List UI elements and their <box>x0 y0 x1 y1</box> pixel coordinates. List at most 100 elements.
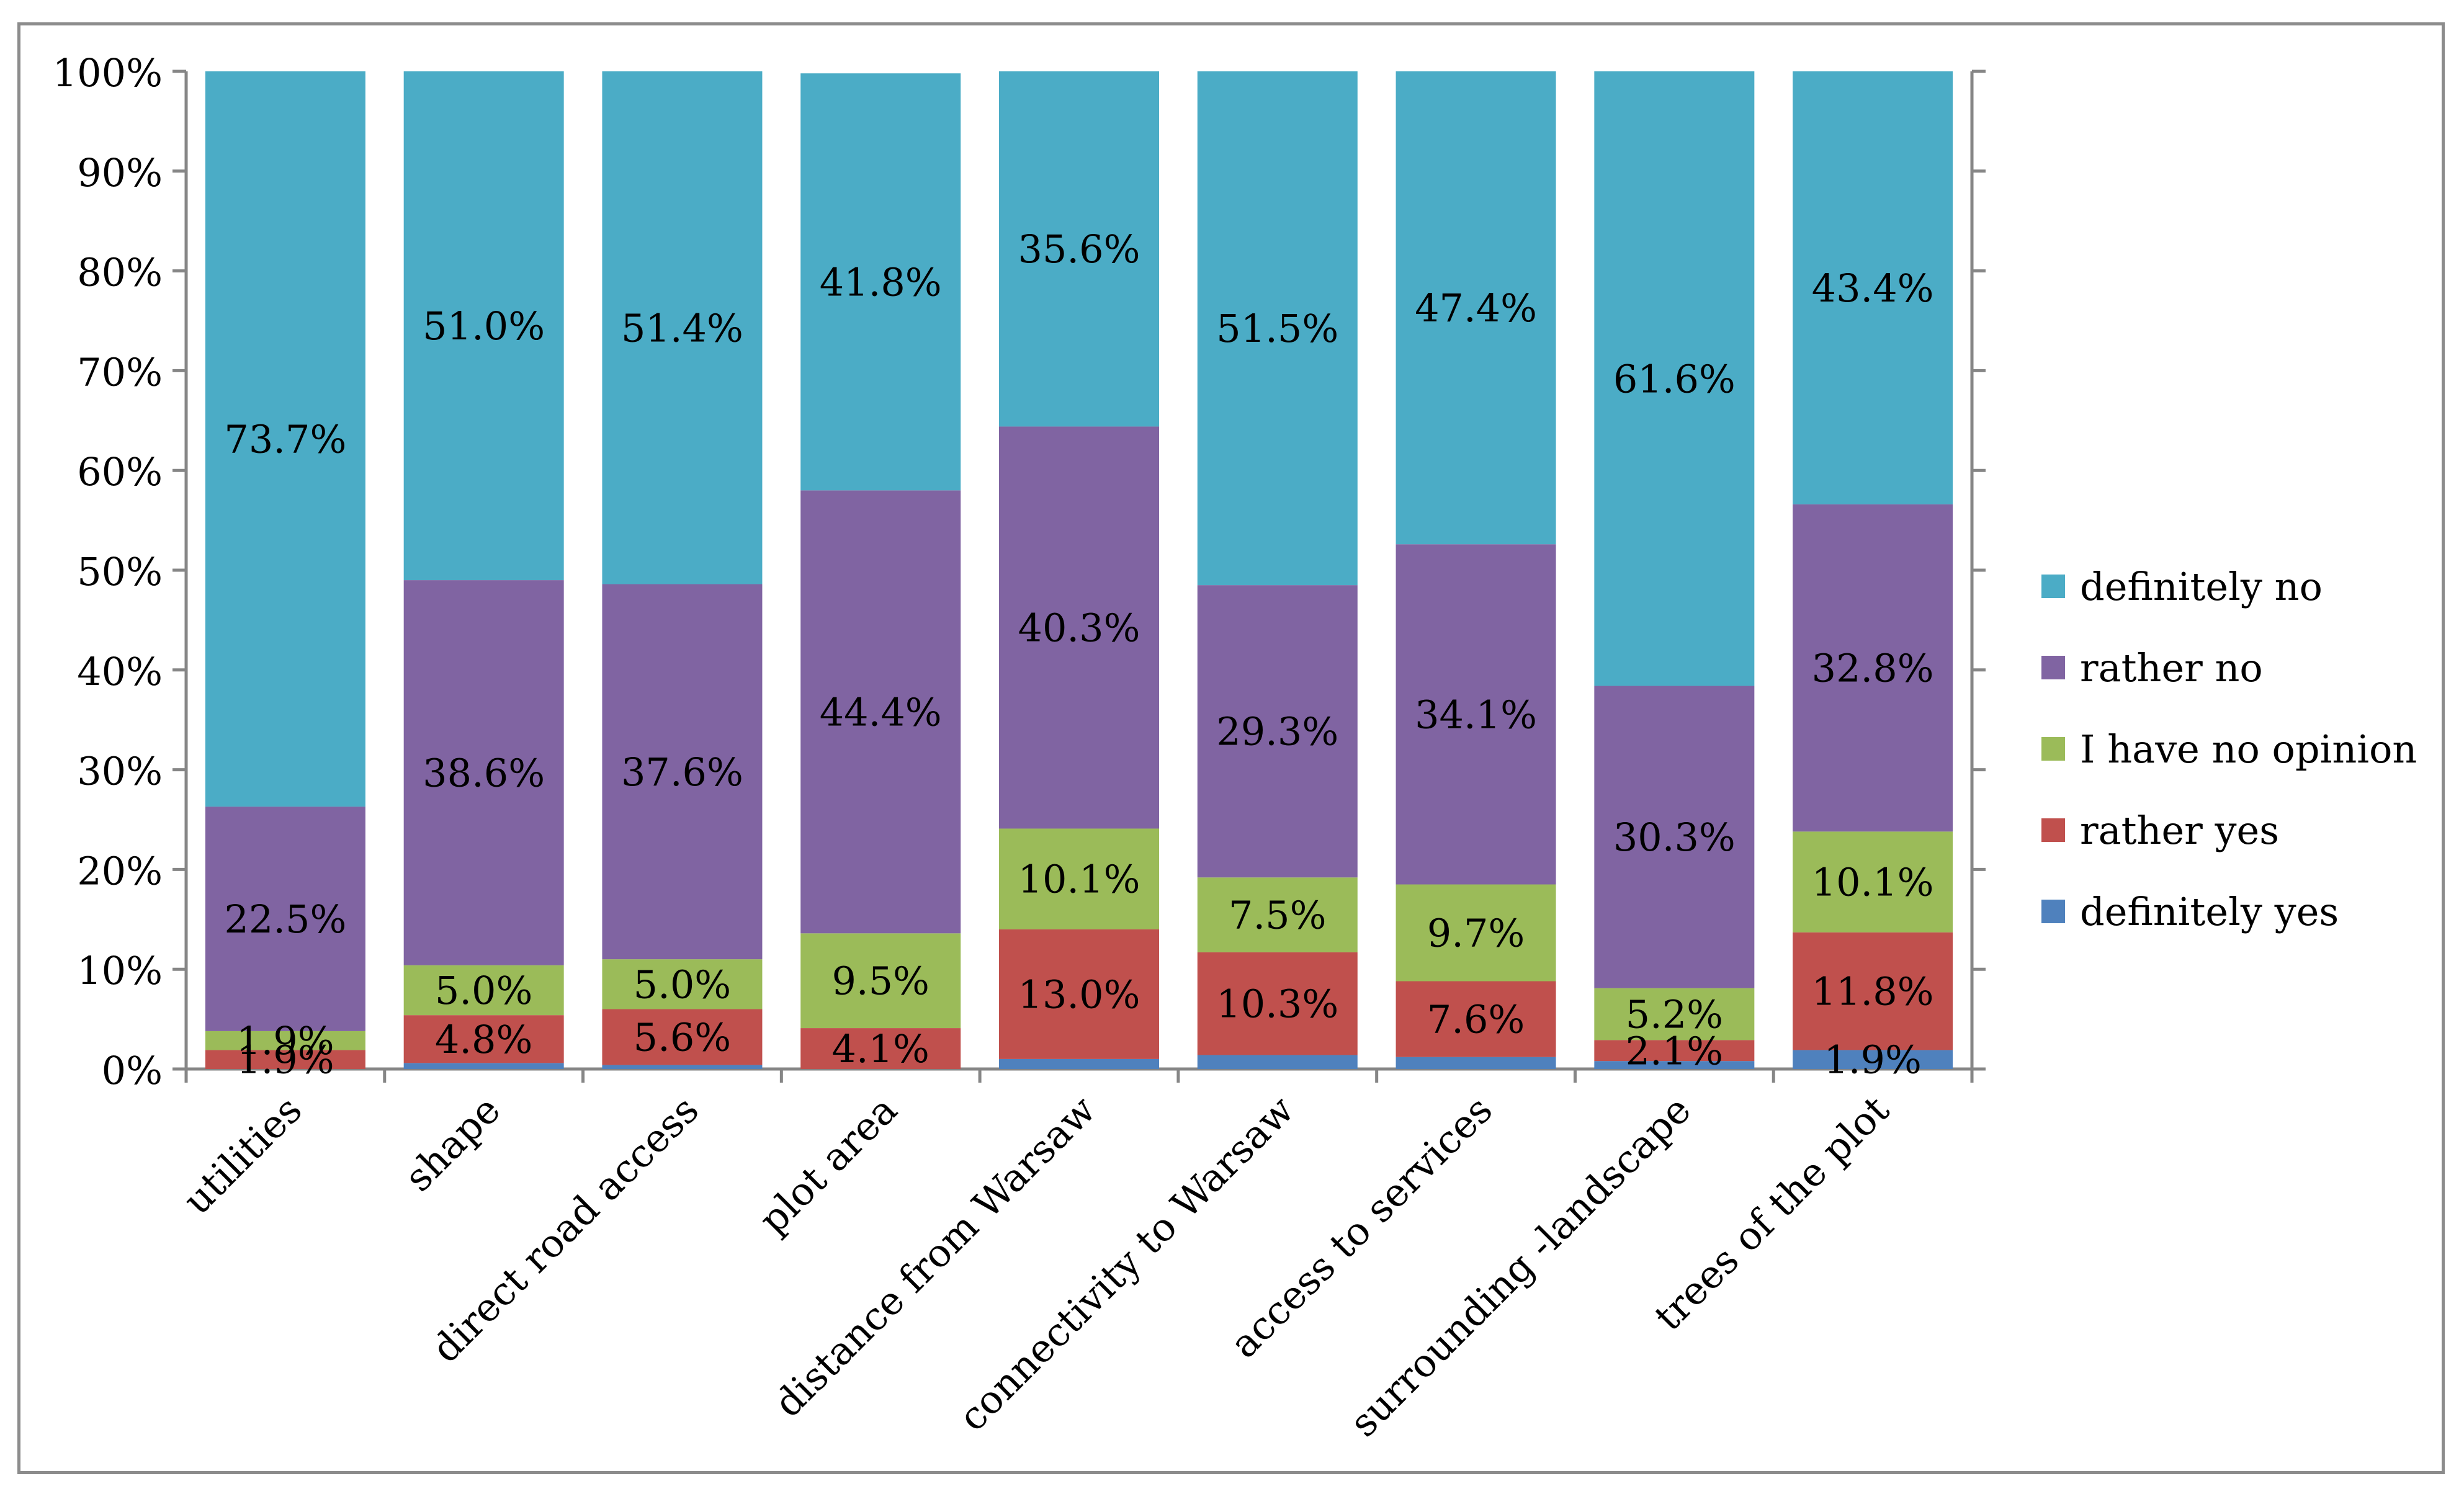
x-tick-label: distance from Warsaw <box>765 1087 1104 1426</box>
y-tick-label: 40% <box>77 649 163 694</box>
bar-segment-i-have-no-opinion <box>1793 831 1953 933</box>
legend: definitely no rather no I have no opinion r… <box>2041 564 2417 934</box>
legend-swatch-definitely-yes <box>2041 900 2065 923</box>
bar-segment-rather-no <box>602 584 763 960</box>
data-label-definitely-no: 51.5% <box>1216 306 1338 351</box>
bar-segment-i-have-no-opinion <box>999 828 1159 929</box>
bar-labels: 1.9%1.9%22.5%73.7%4.8%5.0%38.6%51.0%5.6%… <box>224 226 1933 1083</box>
bar-segment-definitely-no <box>205 71 365 807</box>
x-tick-label: shape <box>396 1087 509 1200</box>
bar-segment-i-have-no-opinion <box>1396 884 1556 982</box>
data-label-rather-no: 22.5% <box>224 897 346 942</box>
bar-segment-definitely-yes <box>1594 1061 1755 1069</box>
y-tick-label: 60% <box>77 449 163 494</box>
data-label-i-have-no-opinion: 10.1% <box>1812 860 1934 905</box>
data-label-i-have-no-opinion: 10.1% <box>1018 857 1140 902</box>
bar-segment-i-have-no-opinion <box>403 965 564 1016</box>
data-label-definitely-yes: 1.9% <box>1824 1037 1922 1083</box>
bar-segment-rather-no <box>403 580 564 965</box>
y-tick-label: 90% <box>77 150 163 195</box>
data-label-i-have-no-opinion: 5.0% <box>634 962 732 1007</box>
bar-segment-rather-yes <box>1793 932 1953 1050</box>
bar-segment-definitely-no <box>602 71 763 584</box>
bar-segment-i-have-no-opinion <box>800 933 961 1029</box>
data-label-rather-yes: 2.1% <box>1626 1028 1724 1073</box>
legend-label-i-have-no-opinion: I have no opinion <box>2080 727 2417 772</box>
legend-label-rather-no: rather no <box>2080 645 2263 691</box>
data-label-rather-yes: 1.9% <box>236 1037 334 1083</box>
bar-segment-rather-no <box>205 807 365 1031</box>
data-label-definitely-no: 73.7% <box>224 417 346 462</box>
y-tick-label: 0% <box>102 1048 163 1093</box>
legend-label-definitely-no: definitely no <box>2080 564 2323 609</box>
x-tick-label: connectivity to Warsaw <box>950 1087 1303 1440</box>
bar-segment-definitely-no <box>403 71 564 581</box>
data-label-definitely-no: 51.0% <box>423 303 545 349</box>
data-label-i-have-no-opinion: 9.7% <box>1427 911 1525 956</box>
data-label-definitely-no: 51.4% <box>621 305 743 351</box>
data-label-i-have-no-opinion: 9.5% <box>831 959 930 1004</box>
bar-segment-i-have-no-opinion <box>1594 988 1755 1040</box>
data-label-rather-no: 32.8% <box>1812 646 1934 691</box>
data-label-rather-yes: 11.8% <box>1812 969 1934 1014</box>
axes: 0% 10% 20% 30% 40% 50% 60% 70% 80% 90% 100% <box>53 50 1986 1093</box>
data-label-rather-no: 34.1% <box>1415 692 1537 737</box>
y-tick-label: 20% <box>77 848 163 893</box>
bar-segment-rather-yes <box>800 1028 961 1069</box>
bars <box>205 71 1953 1069</box>
data-label-rather-yes: 4.1% <box>831 1026 930 1071</box>
y-tick-label: 30% <box>77 749 163 794</box>
data-label-rather-no: 30.3% <box>1613 815 1736 860</box>
bar-segment-rather-yes <box>205 1050 365 1069</box>
bar-segment-definitely-yes <box>602 1065 763 1069</box>
bar-segment-rather-no <box>1793 504 1953 832</box>
y-tick-label: 10% <box>77 948 163 993</box>
bar-segment-definitely-no <box>1793 71 1953 504</box>
bar-segment-rather-yes <box>1396 981 1556 1057</box>
bar-segment-definitely-yes <box>1197 1055 1358 1069</box>
bar-segment-definitely-no <box>1594 71 1755 686</box>
data-label-rather-no: 44.4% <box>820 689 942 735</box>
bar-segment-rather-yes <box>403 1015 564 1063</box>
legend-label-definitely-yes: definitely yes <box>2080 889 2339 934</box>
data-label-rather-yes: 13.0% <box>1018 972 1140 1017</box>
data-label-rather-no: 40.3% <box>1018 605 1140 650</box>
data-label-i-have-no-opinion: 7.5% <box>1229 893 1327 938</box>
bar-segment-definitely-no <box>800 73 961 491</box>
bar-segment-rather-yes <box>602 1009 763 1065</box>
bar-segment-rather-yes <box>1594 1040 1755 1062</box>
bar-segment-definitely-no <box>1396 71 1556 545</box>
data-label-i-have-no-opinion: 5.2% <box>1626 992 1724 1037</box>
bar-segment-definitely-yes <box>1793 1050 1953 1069</box>
data-label-i-have-no-opinion: 5.0% <box>435 968 533 1013</box>
bar-segment-definitely-no <box>999 71 1159 427</box>
data-label-rather-yes: 10.3% <box>1216 982 1338 1027</box>
y-tick-label: 50% <box>77 549 163 594</box>
bar-segment-definitely-no <box>1197 71 1358 586</box>
data-label-rather-yes: 4.8% <box>435 1017 533 1062</box>
y-tick-label: 80% <box>77 250 163 295</box>
bar-segment-definitely-yes <box>1396 1057 1556 1069</box>
data-label-i-have-no-opinion: 1.9% <box>236 1018 334 1063</box>
data-label-definitely-no: 35.6% <box>1018 226 1140 272</box>
bar-segment-rather-no <box>999 426 1159 829</box>
bar-segment-rather-no <box>1396 544 1556 885</box>
x-tick-label: plot area <box>750 1087 906 1243</box>
bar-segment-rather-yes <box>999 929 1159 1059</box>
bar-segment-definitely-yes <box>403 1063 564 1069</box>
x-tick-label: surrounding -landscape <box>1341 1087 1700 1446</box>
data-label-rather-yes: 5.6% <box>634 1015 732 1060</box>
bar-segment-rather-no <box>1197 585 1358 878</box>
legend-swatch-rather-no <box>2041 656 2065 679</box>
legend-swatch-i-have-no-opinion <box>2041 737 2065 761</box>
data-label-rather-no: 38.6% <box>423 750 545 795</box>
data-label-definitely-no: 43.4% <box>1812 266 1934 311</box>
bar-segment-i-have-no-opinion <box>1197 877 1358 952</box>
data-label-rather-no: 37.6% <box>621 749 743 795</box>
bar-segment-rather-yes <box>1197 952 1358 1055</box>
bar-segment-definitely-yes <box>999 1058 1159 1069</box>
data-label-definitely-no: 47.4% <box>1415 285 1537 331</box>
data-label-rather-no: 29.3% <box>1216 709 1338 754</box>
